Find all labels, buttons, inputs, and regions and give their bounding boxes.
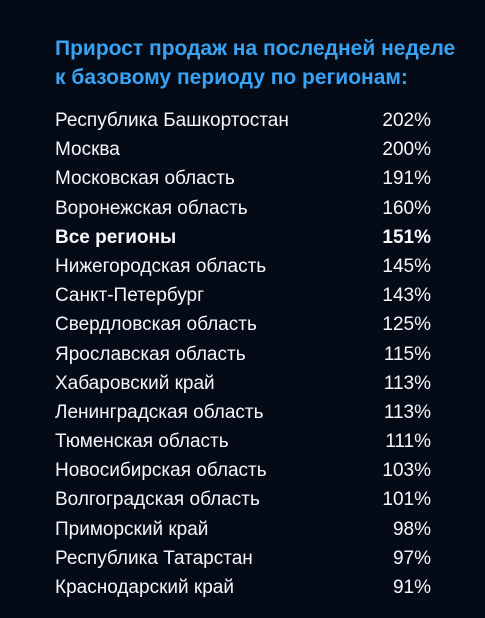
list-item: Все регионы 151% (55, 223, 431, 252)
region-name: Республика Башкортостан (55, 110, 289, 131)
growth-value: 97% (392, 547, 431, 569)
list-item: Новосибирская область 103% (55, 456, 431, 485)
list-item: Ярославская область 115% (55, 340, 431, 369)
region-name: Московская область (55, 168, 235, 190)
region-name: Тюменская область (55, 431, 229, 453)
list-item: Москва 200% (55, 135, 431, 164)
growth-value: 91% (392, 577, 431, 598)
region-name: Краснодарский край (55, 577, 234, 598)
region-name: Москва (55, 139, 120, 161)
card-title: Прирост продаж на последней неделе к баз… (55, 34, 475, 92)
region-name: Республика Татарстан (55, 547, 253, 569)
list-item: Ленинградская область 113% (55, 398, 431, 427)
growth-value: 143% (382, 285, 431, 307)
region-name: Ленинградская область (55, 401, 264, 423)
growth-value: 101% (382, 489, 431, 511)
list-item: Приморский край 98% (55, 515, 431, 544)
list-item: Хабаровский край 113% (55, 369, 431, 398)
list-item: Республика Татарстан 97% (55, 544, 431, 573)
region-name: Волгоградская область (55, 489, 260, 511)
growth-value: 115% (383, 343, 431, 365)
list-item: Краснодарский край 91% (55, 573, 431, 602)
growth-value: 113% (383, 372, 431, 394)
list-item: Тюменская область 111% (55, 427, 431, 456)
list-item: Воронежская область 160% (55, 194, 431, 223)
growth-value: 151% (382, 226, 431, 248)
growth-value: 111% (385, 431, 431, 453)
region-name: Ярославская область (55, 343, 246, 365)
region-name: Свердловская область (55, 314, 257, 336)
list-item: Свердловская область 125% (55, 310, 431, 339)
growth-value: 103% (382, 460, 431, 482)
list-item: Санкт-Петербург 143% (55, 281, 431, 310)
region-name: Хабаровский край (55, 372, 215, 394)
growth-value: 113% (383, 401, 431, 423)
growth-value: 160% (382, 197, 431, 219)
growth-value: 191% (382, 168, 431, 190)
region-name: Все регионы (55, 226, 177, 248)
region-name: Санкт-Петербург (55, 285, 205, 307)
growth-value: 145% (382, 255, 431, 277)
card-title-line-1: Прирост продаж на последней неделе (55, 37, 456, 60)
card-title-line-2: к базовому периоду по регионам: (55, 66, 408, 89)
region-name: Приморский край (55, 518, 209, 540)
region-name: Новосибирская область (55, 460, 267, 482)
list-item: Нижегородская область 145% (55, 252, 431, 281)
region-growth-list: Республика Башкортостан 202% Москва 200%… (55, 106, 431, 602)
list-item: Волгоградская область 101% (55, 485, 431, 514)
region-name: Нижегородская область (55, 255, 267, 277)
region-name: Воронежская область (55, 197, 248, 219)
growth-value: 98% (392, 518, 431, 540)
list-item: Московская область 191% (55, 164, 431, 193)
growth-value: 202% (382, 110, 431, 131)
list-item: Республика Башкортостан 202% (55, 106, 431, 135)
growth-value: 200% (382, 139, 431, 161)
growth-value: 125% (382, 314, 431, 336)
